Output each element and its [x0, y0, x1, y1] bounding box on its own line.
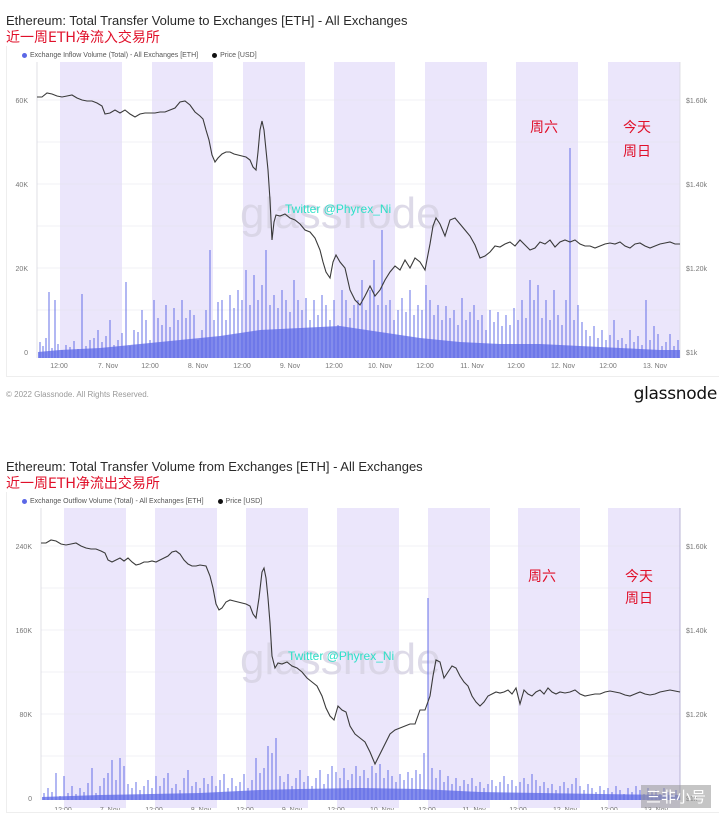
annotation-sunday: 周日 — [625, 590, 653, 606]
gridlines — [41, 545, 680, 757]
legend-label: Price [USD] — [225, 498, 263, 505]
svg-text:12. Nov: 12. Nov — [551, 363, 576, 370]
chart-subtitle: 近一周ETH净流出交易所 — [6, 476, 160, 492]
svg-text:12:00: 12:00 — [509, 807, 527, 810]
chart-subtitle: 近一周ETH净流入交易所 — [6, 30, 160, 46]
annotation-today: 今天 — [625, 568, 653, 584]
outflow-chart-panel: Ethereum: Total Transfer Volume from Exc… — [0, 448, 719, 813]
svg-text:11. Nov: 11. Nov — [460, 363, 484, 370]
annotation-saturday: 周六 — [528, 568, 556, 584]
inflow-chart-panel: Ethereum: Total Transfer Volume to Excha… — [6, 13, 719, 404]
chart-frame — [6, 46, 719, 377]
day-bands — [64, 508, 680, 808]
corner-watermark: 三非小号 — [640, 785, 711, 808]
twitter-watermark: Twitter @Phyrex_Ni — [288, 649, 394, 663]
y-axis-right: $1.60k $1.40k $1.20k $1k — [686, 98, 708, 357]
legend-label: Price [USD] — [220, 52, 257, 59]
svg-text:11. Nov: 11. Nov — [462, 807, 486, 810]
svg-text:60K: 60K — [16, 98, 29, 105]
y-axis-left: 60K 40K 20K 0 — [16, 98, 29, 357]
svg-text:7. Nov: 7. Nov — [100, 807, 121, 810]
y-axis-left: 240K 160K 80K 0 — [16, 544, 33, 803]
svg-text:12:00: 12:00 — [145, 807, 163, 810]
legend-item-price[interactable]: Price [USD] — [217, 498, 263, 505]
svg-text:13. Nov: 13. Nov — [643, 363, 668, 370]
legend-item-volume[interactable]: Exchange Outflow Volume (Total) - All Ex… — [22, 498, 204, 505]
chart-title: Ethereum: Total Transfer Volume from Exc… — [6, 459, 423, 474]
svg-text:12:00: 12:00 — [416, 363, 434, 370]
gridlines — [37, 99, 680, 311]
svg-text:12:00: 12:00 — [507, 363, 525, 370]
glassnode-logo: glassnode — [633, 384, 718, 404]
svg-text:40K: 40K — [16, 182, 29, 189]
svg-text:8. Nov: 8. Nov — [188, 363, 209, 370]
annotation-today: 今天 — [623, 119, 651, 135]
inflow-chart-plot: glassnode Twitter @Phyrex_Ni 周六 今天 周日 60… — [16, 62, 708, 370]
legend-dot-icon — [22, 499, 27, 504]
legend-item-price[interactable]: Price [USD] — [212, 52, 257, 59]
svg-text:10. Nov: 10. Nov — [368, 363, 393, 370]
svg-text:12:00: 12:00 — [233, 363, 251, 370]
svg-text:0: 0 — [28, 796, 32, 803]
svg-text:12:00: 12:00 — [50, 363, 68, 370]
svg-text:$1.60k: $1.60k — [686, 544, 708, 551]
svg-text:8. Nov: 8. Nov — [191, 807, 212, 810]
legend-label: Exchange Inflow Volume (Total) - All Exc… — [30, 52, 199, 59]
x-axis: 12:00 7. Nov 12:00 8. Nov 12:00 9. Nov 1… — [50, 363, 667, 370]
svg-text:$1k: $1k — [686, 350, 698, 357]
svg-text:$1.40k: $1.40k — [686, 628, 708, 635]
price-line — [37, 92, 680, 306]
svg-text:12:00: 12:00 — [325, 363, 343, 370]
x-axis: 12:00 7. Nov 12:00 8. Nov 12:00 9. Nov 1… — [54, 807, 668, 810]
svg-text:12:00: 12:00 — [54, 807, 72, 810]
svg-text:80K: 80K — [20, 712, 33, 719]
outflow-chart-plot: glassnode Twitter @Phyrex_Ni 周六 今天 周日 24… — [16, 508, 708, 810]
svg-text:12:00: 12:00 — [418, 807, 436, 810]
svg-text:13. Nov: 13. Nov — [644, 807, 669, 810]
copyright-footer: © 2022 Glassnode. All Rights Reserved. — [6, 390, 149, 399]
svg-text:12. Nov: 12. Nov — [553, 807, 578, 810]
svg-text:12:00: 12:00 — [327, 807, 345, 810]
price-line — [41, 539, 681, 766]
svg-text:12:00: 12:00 — [236, 807, 254, 810]
svg-text:7. Nov: 7. Nov — [98, 363, 119, 370]
svg-text:12:00: 12:00 — [599, 363, 617, 370]
svg-text:0: 0 — [24, 350, 28, 357]
volume-area — [42, 788, 680, 800]
twitter-watermark: Twitter @Phyrex_Ni — [285, 202, 391, 216]
volume-area — [38, 326, 680, 358]
svg-text:240K: 240K — [16, 544, 33, 551]
legend-label: Exchange Outflow Volume (Total) - All Ex… — [30, 498, 204, 505]
svg-text:20K: 20K — [16, 266, 29, 273]
svg-text:12:00: 12:00 — [141, 363, 159, 370]
annotation-saturday: 周六 — [530, 119, 558, 135]
legend-dot-icon — [212, 53, 218, 58]
legend-dot-icon — [22, 53, 27, 58]
chart-title: Ethereum: Total Transfer Volume to Excha… — [6, 13, 408, 28]
svg-text:9. Nov: 9. Nov — [280, 363, 301, 370]
chart-legend: Exchange Inflow Volume (Total) - All Exc… — [22, 52, 257, 59]
svg-text:$1.20k: $1.20k — [686, 266, 708, 273]
legend-item-volume[interactable]: Exchange Inflow Volume (Total) - All Exc… — [22, 52, 198, 59]
svg-text:12:00: 12:00 — [600, 807, 618, 810]
svg-text:$1.20k: $1.20k — [686, 712, 708, 719]
svg-text:9. Nov: 9. Nov — [282, 807, 303, 810]
svg-text:160K: 160K — [16, 628, 33, 635]
svg-text:$1.40k: $1.40k — [686, 182, 708, 189]
chart-legend: Exchange Outflow Volume (Total) - All Ex… — [22, 498, 262, 505]
legend-dot-icon — [217, 499, 223, 504]
svg-text:10. Nov: 10. Nov — [370, 807, 395, 810]
svg-text:$1.60k: $1.60k — [686, 98, 708, 105]
y-axis-right: $1.60k $1.40k $1.20k $1k — [686, 544, 708, 803]
annotation-sunday: 周日 — [623, 143, 651, 159]
